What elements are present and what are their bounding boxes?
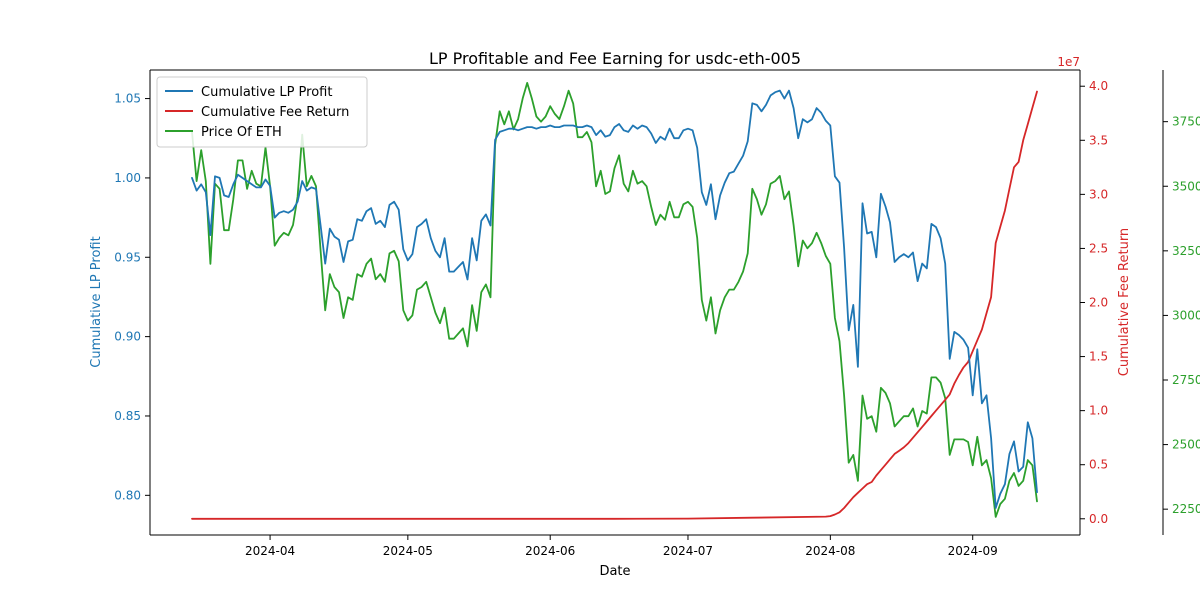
fee-return-y-tick-label: 3.5 [1089, 133, 1108, 147]
legend-label-lp-profit: Cumulative LP Profit [201, 85, 332, 100]
legend-label-fee-return: Cumulative Fee Return [201, 105, 349, 120]
fee-return-y-tick-label: 3.0 [1089, 187, 1108, 201]
eth-price-y-tick-label: 3000 [1172, 308, 1200, 322]
left-y-axis: 0.80 0.85 0.90 0.95 1.00 1.05 [114, 92, 150, 502]
fee-return-y-tick-label: 4.0 [1089, 79, 1108, 93]
left-y-tick-label: 1.05 [114, 92, 141, 106]
fee-return-y-tick-label: 1.0 [1089, 404, 1108, 418]
x-tick-label: 2024-04 [245, 544, 295, 558]
fee-return-y-tick-label: 0.5 [1089, 458, 1108, 472]
fee-return-y-axis: 0.0 0.5 1.0 1.5 2.0 2.5 3.0 3.5 4.0 [1080, 79, 1108, 526]
series-line-cumulative-fee-return [191, 90, 1038, 520]
x-axis: 2024-04 2024-05 2024-06 2024-07 2024-08 2024-… [245, 535, 998, 558]
x-tick-label: 2024-08 [805, 544, 855, 558]
eth-price-y-tick-label: 3750 [1172, 115, 1200, 129]
legend-label-eth-price: Price Of ETH [201, 125, 282, 140]
x-tick-label: 2024-09 [948, 544, 998, 558]
left-y-tick-label: 0.85 [114, 409, 141, 423]
eth-price-y-tick-label: 2250 [1172, 502, 1200, 516]
series-layer [191, 82, 1038, 520]
legend-box [156, 76, 368, 148]
fee-return-y-tick-label: 0.0 [1089, 512, 1108, 526]
legend: Cumulative LP Profit Cumulative Fee Retu… [156, 76, 368, 148]
fee-return-y-tick-label: 2.0 [1089, 296, 1108, 310]
eth-price-y-tick-label: 3250 [1172, 244, 1200, 258]
eth-price-y-axis: 2250 2500 2750 3000 3250 3500 3750 [1163, 115, 1200, 516]
eth-price-y-tick-label: 3500 [1172, 179, 1200, 193]
left-y-tick-label: 1.00 [114, 171, 141, 185]
left-y-tick-label: 0.95 [114, 250, 141, 264]
x-tick-label: 2024-06 [525, 544, 575, 558]
x-tick-label: 2024-05 [383, 544, 433, 558]
fee-return-y-tick-label: 1.5 [1089, 350, 1108, 364]
chart-title: LP Profitable and Fee Earning for usdc-e… [429, 49, 801, 68]
x-axis-label: Date [599, 564, 630, 579]
left-y-axis-label: Cumulative LP Profit [89, 236, 104, 367]
x-tick-label: 2024-07 [663, 544, 713, 558]
left-y-tick-label: 0.80 [114, 488, 141, 502]
series-line-price-of-eth [191, 82, 1038, 518]
eth-price-y-tick-label: 2500 [1172, 438, 1200, 452]
fee-return-y-axis-label: Cumulative Fee Return [1117, 228, 1132, 376]
fee-return-offset-label: 1e7 [1057, 55, 1080, 69]
eth-price-y-tick-label: 2750 [1172, 373, 1200, 387]
series-line-cumulative-lp-profit [191, 89, 1038, 509]
left-y-tick-label: 0.90 [114, 330, 141, 344]
fee-return-y-tick-label: 2.5 [1089, 241, 1108, 255]
